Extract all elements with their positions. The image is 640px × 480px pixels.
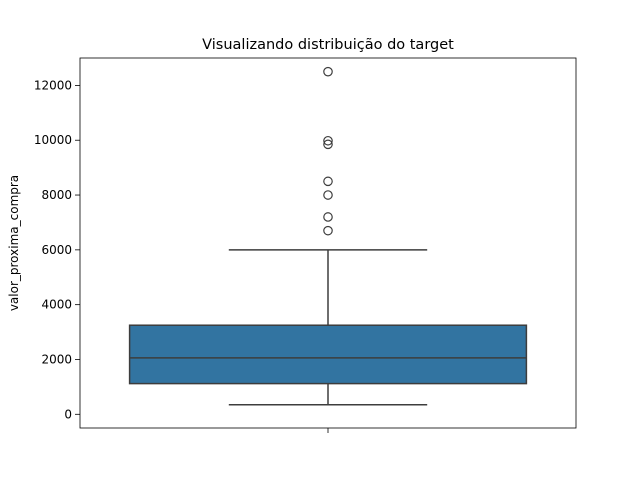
y-tick-label: 8000 [41,188,72,202]
plot-area [128,66,528,406]
outlier-point [323,190,333,200]
y-axis: 0 2000 4000 6000 8000 10000 12000 [34,78,80,421]
iqr-box [128,324,528,385]
y-tick-label: 12000 [34,78,72,92]
outlier-point [323,139,333,150]
y-tick-label: 10000 [34,133,72,147]
outlier-point [323,176,333,187]
outlier-point [323,212,333,222]
y-axis-label: valor_proxima_compra [7,175,21,311]
y-tick-label: 0 [64,407,72,421]
outlier-point [323,225,333,236]
y-tick-label: 2000 [41,352,72,366]
outlier-point [323,135,333,146]
y-tick-label: 6000 [41,243,72,257]
outlier-point [323,66,333,77]
y-tick-label: 4000 [41,298,72,312]
chart-title: Visualizando distribuição do target [202,37,454,53]
